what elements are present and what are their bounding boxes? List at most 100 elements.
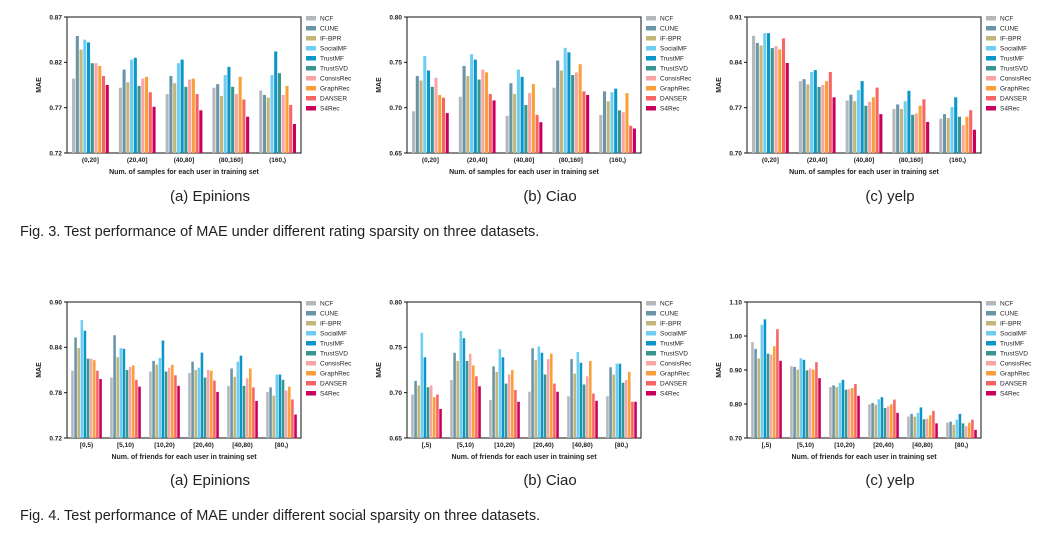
bar-if-bpr-20-40 <box>126 82 130 153</box>
y-tick-label: 0.90 <box>729 367 742 374</box>
bar-trustsvd-20-40 <box>203 377 207 438</box>
x-tick-label: (40,80] <box>514 157 535 164</box>
legend-label-trustmf: TrustMF <box>320 341 344 348</box>
bar-ncf-20-40 <box>188 373 191 438</box>
bar-trustmf-20-40 <box>473 59 477 153</box>
bar-consisrec-20-40 <box>886 406 890 438</box>
bar-cune-80-160 <box>216 84 220 153</box>
bar-ncf-20-40 <box>798 81 802 153</box>
x-tick-label: (40,80] <box>854 157 875 164</box>
legend-label-s4rec: S4Rec <box>320 391 340 398</box>
legend-label-cune: CUNE <box>1000 26 1019 33</box>
bar-cune-0-20 <box>415 75 419 153</box>
bar-consisrec-80 <box>964 426 968 438</box>
legend-swatch-cune <box>986 26 996 31</box>
bar-cune-40-80 <box>570 359 573 438</box>
legend-label-ncf: NCF <box>660 301 673 308</box>
bar-trustsvd-5 <box>766 353 770 438</box>
bar-trustsvd-40-80 <box>922 419 926 438</box>
legend-swatch-ncf <box>306 301 316 306</box>
bar-if-bpr-80-160 <box>219 95 223 153</box>
bar-trustsvd-5-10 <box>125 370 129 438</box>
legend-label-danser: DANSER <box>660 96 687 103</box>
legend-swatch-s4rec <box>646 391 656 396</box>
bar-danser-5-10 <box>475 376 478 438</box>
bar-ncf-5 <box>411 394 414 438</box>
bar-consisrec-80-160 <box>574 72 578 153</box>
bar-consisrec-0-20 <box>94 63 98 153</box>
bar-if-bpr-20-40 <box>534 360 537 438</box>
bar-if-bpr-160 <box>946 118 950 153</box>
bar-if-bpr-40-80 <box>853 101 857 153</box>
y-tick-label: 0.80 <box>729 401 742 408</box>
bar-cune-40-80 <box>169 75 173 153</box>
x-tick-label: (160,) <box>949 157 966 164</box>
bar-ncf-10-20 <box>829 387 832 438</box>
bar-trustmf-5 <box>423 357 427 438</box>
bar-consisrec-5 <box>769 354 773 438</box>
bar-trustmf-160 <box>614 88 618 153</box>
legend-swatch-danser <box>646 96 656 101</box>
bar-s4rec-160 <box>292 123 296 153</box>
bar-cune-0-20 <box>75 36 79 153</box>
bar-danser-5-10 <box>135 379 138 438</box>
bar-trustsvd-40-80 <box>242 385 246 438</box>
legend-label-socialmf: SocialMF <box>1000 331 1027 338</box>
bar-danser-40-80 <box>195 94 199 153</box>
bar-trustmf-160 <box>954 97 958 153</box>
bar-graphrec-20-40 <box>485 72 489 153</box>
legend-label-trustsvd: TrustSVD <box>660 66 688 73</box>
x-axis-label: Num. of samples for each user in trainin… <box>449 169 599 176</box>
bar-s4rec-20-40 <box>896 412 899 438</box>
y-tick-label: 1.00 <box>729 333 742 340</box>
bar-danser-20-40 <box>553 383 556 438</box>
legend-swatch-consisrec <box>306 76 316 81</box>
bar-trustmf-10-20 <box>841 379 845 438</box>
legend-label-if-bpr: IF-BPR <box>660 36 682 43</box>
bar-cune-20-40 <box>191 361 194 438</box>
bar-ncf-40-80 <box>845 100 849 153</box>
bar-graphrec-10-20 <box>171 364 174 438</box>
y-tick-label: 0.80 <box>389 14 402 21</box>
bar-danser-5 <box>776 329 779 438</box>
bar-danser-10-20 <box>174 375 177 438</box>
legend-swatch-socialmf <box>986 46 996 51</box>
legend-label-socialmf: SocialMF <box>660 46 687 53</box>
legend-label-graphrec: GraphRec <box>660 86 690 93</box>
bar-trustmf-40-80 <box>180 59 184 153</box>
bar-ncf-10-20 <box>149 371 152 438</box>
bar-trustsvd-40-80 <box>524 104 528 153</box>
bar-trustsvd-5-10 <box>805 370 809 438</box>
bar-trustsvd-20-40 <box>543 374 547 438</box>
bar-socialmf-40-80 <box>916 412 920 438</box>
bar-graphrec-10-20 <box>511 370 514 438</box>
bar-socialmf-5 <box>760 324 764 438</box>
bar-trustsvd-80 <box>961 423 965 438</box>
bar-trustsvd-80-160 <box>911 114 915 153</box>
bar-danser-5 <box>436 394 439 438</box>
bar-cune-40-80 <box>849 94 853 153</box>
bar-ncf-0-20 <box>72 78 76 153</box>
legend-swatch-s4rec <box>306 391 316 396</box>
bar-trustsvd-40-80 <box>864 105 868 153</box>
bar-socialmf-40-80 <box>176 63 180 153</box>
legend-swatch-graphrec <box>646 86 656 91</box>
bar-ncf-80-160 <box>212 87 216 153</box>
bar-trustsvd-160 <box>277 73 282 153</box>
bar-socialmf-40-80 <box>576 351 580 438</box>
legend-label-danser: DANSER <box>660 381 687 388</box>
legend-swatch-trustsvd <box>986 351 996 356</box>
chart-fig3b: 0.65 0.70 0.75 0.80 MAE (0,20] (20,40] (40,80] (… <box>376 14 692 176</box>
bar-cune-0-5 <box>74 337 77 438</box>
bar-graphrec-5-10 <box>132 365 135 438</box>
bar-cune-20-40 <box>531 348 534 438</box>
x-axis-label: Num. of samples for each user in trainin… <box>789 169 939 176</box>
bar-trustmf-0-20 <box>766 33 771 153</box>
legend-label-s4rec: S4Rec <box>1000 106 1020 113</box>
bar-if-bpr-40-80 <box>233 376 236 438</box>
bar-consisrec-20-40 <box>546 359 550 438</box>
legend-swatch-cune <box>646 311 656 316</box>
bar-consisrec-160 <box>281 94 285 153</box>
bar-trustmf-80 <box>278 374 282 438</box>
bar-socialmf-5-10 <box>119 348 123 438</box>
